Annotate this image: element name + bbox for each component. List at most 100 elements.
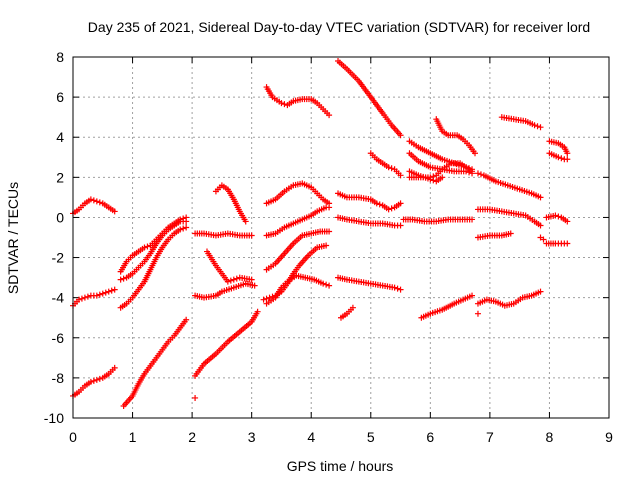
series-arc12 bbox=[192, 308, 261, 379]
data-point-marker bbox=[93, 292, 100, 299]
y-tick-label: 0 bbox=[56, 209, 64, 225]
data-point-marker bbox=[120, 275, 127, 282]
data-point-marker bbox=[558, 155, 565, 162]
data-point-marker bbox=[102, 289, 109, 296]
data-point-marker bbox=[397, 172, 404, 179]
data-point-marker bbox=[552, 212, 559, 219]
data-point-marker bbox=[439, 174, 446, 181]
data-point-marker bbox=[540, 236, 547, 243]
data-point-marker bbox=[230, 276, 237, 283]
series-arc22 bbox=[335, 214, 404, 229]
series-arc25 bbox=[367, 150, 404, 179]
series-arc38 bbox=[498, 114, 544, 131]
data-point-marker bbox=[397, 200, 404, 207]
data-point-marker bbox=[84, 293, 91, 300]
x-tick-labels: 0 1 2 3 4 5 6 7 8 9 bbox=[69, 429, 613, 445]
data-point-marker bbox=[391, 284, 398, 291]
data-point-marker bbox=[326, 204, 333, 211]
series-arc37 bbox=[474, 288, 544, 309]
data-point-marker bbox=[87, 196, 94, 203]
y-tick-label: 8 bbox=[56, 49, 64, 65]
x-tick-label: 7 bbox=[486, 429, 494, 445]
data-point-marker bbox=[144, 243, 151, 250]
series-arc36 bbox=[474, 310, 481, 317]
data-point-marker bbox=[96, 199, 103, 206]
data-point-marker bbox=[564, 218, 571, 225]
data-point-marker bbox=[111, 286, 118, 293]
y-tick-label: 4 bbox=[56, 129, 64, 145]
data-points bbox=[70, 58, 571, 409]
series-arc40 bbox=[546, 138, 571, 157]
series-arc15 bbox=[263, 180, 333, 207]
y-tick-labels: -10 -8 -6 -4 -2 0 2 4 6 8 bbox=[44, 49, 64, 426]
data-point-marker bbox=[108, 287, 115, 294]
data-point-marker bbox=[537, 124, 544, 131]
data-point-marker bbox=[323, 281, 330, 288]
x-axis-label: GPS time / hours bbox=[287, 458, 394, 474]
data-point-marker bbox=[278, 100, 285, 107]
data-point-marker bbox=[397, 286, 404, 293]
data-point-marker bbox=[326, 282, 333, 289]
series-arc10 bbox=[204, 248, 255, 285]
data-point-marker bbox=[537, 288, 544, 295]
data-point-marker bbox=[111, 208, 118, 215]
data-point-marker bbox=[376, 201, 383, 208]
data-point-marker bbox=[78, 295, 85, 302]
data-point-marker bbox=[394, 285, 401, 292]
data-point-marker bbox=[477, 171, 484, 178]
data-point-marker bbox=[326, 228, 333, 235]
data-point-marker bbox=[397, 222, 404, 229]
series-arc24 bbox=[338, 304, 356, 321]
series-arc7 bbox=[120, 316, 190, 409]
data-point-marker bbox=[388, 205, 395, 212]
x-tick-label: 4 bbox=[307, 429, 315, 445]
data-point-marker bbox=[99, 290, 106, 297]
data-point-marker bbox=[266, 294, 273, 301]
series-arc26 bbox=[400, 216, 476, 225]
data-point-marker bbox=[474, 310, 481, 317]
series-arc34 bbox=[474, 206, 544, 229]
data-point-marker bbox=[87, 378, 94, 385]
data-point-marker bbox=[469, 292, 476, 299]
data-point-marker bbox=[326, 112, 333, 119]
data-point-marker bbox=[177, 226, 184, 233]
data-point-marker bbox=[385, 206, 392, 213]
data-point-marker bbox=[531, 122, 538, 129]
series-arc35 bbox=[474, 230, 514, 241]
series-arc30 bbox=[406, 168, 446, 185]
data-point-marker bbox=[96, 291, 103, 298]
data-point-marker bbox=[105, 288, 112, 295]
series-arc41 bbox=[546, 150, 571, 163]
data-point-marker bbox=[81, 294, 88, 301]
series-arc19 bbox=[260, 242, 330, 303]
data-point-marker bbox=[537, 222, 544, 229]
x-tick-label: 8 bbox=[546, 429, 554, 445]
data-point-marker bbox=[180, 225, 187, 232]
data-point-marker bbox=[141, 244, 148, 251]
data-point-marker bbox=[248, 276, 255, 283]
series-arc5 bbox=[117, 218, 190, 283]
series-arc32 bbox=[418, 292, 476, 321]
series-arc9 bbox=[212, 182, 249, 225]
data-point-marker bbox=[564, 156, 571, 163]
x-tick-label: 6 bbox=[426, 429, 434, 445]
data-point-marker bbox=[388, 165, 395, 172]
data-point-marker bbox=[555, 213, 562, 220]
data-point-marker bbox=[90, 377, 97, 384]
series-arc8 bbox=[192, 230, 255, 239]
data-point-marker bbox=[263, 295, 270, 302]
data-point-marker bbox=[469, 216, 476, 223]
series-arc6 bbox=[117, 224, 190, 311]
data-point-marker bbox=[397, 132, 404, 139]
data-point-marker bbox=[227, 277, 234, 284]
data-point-marker bbox=[469, 168, 476, 175]
y-tick-label: -8 bbox=[52, 370, 65, 386]
y-tick-label: -10 bbox=[44, 410, 64, 426]
x-tick-label: 3 bbox=[248, 429, 256, 445]
data-point-marker bbox=[534, 123, 541, 130]
series-arc20 bbox=[335, 58, 404, 139]
data-point-marker bbox=[269, 293, 276, 300]
data-point-marker bbox=[260, 296, 267, 303]
series-arc33 bbox=[474, 170, 544, 201]
y-tick-label: -2 bbox=[52, 250, 65, 266]
